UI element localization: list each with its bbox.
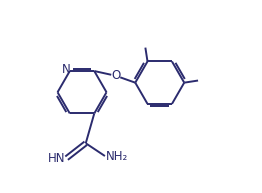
Text: N: N [62,63,71,76]
Text: NH₂: NH₂ [106,150,128,163]
Text: O: O [111,69,121,82]
Text: HN: HN [47,152,65,165]
